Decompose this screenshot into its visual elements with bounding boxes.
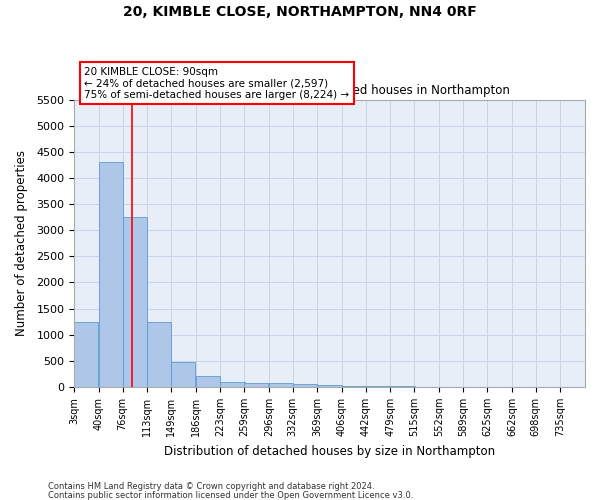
Text: 20 KIMBLE CLOSE: 90sqm
← 24% of detached houses are smaller (2,597)
75% of semi-: 20 KIMBLE CLOSE: 90sqm ← 24% of detached… bbox=[85, 66, 350, 100]
X-axis label: Distribution of detached houses by size in Northampton: Distribution of detached houses by size … bbox=[164, 444, 495, 458]
Bar bbox=[74, 322, 98, 387]
Text: Contains HM Land Registry data © Crown copyright and database right 2024.: Contains HM Land Registry data © Crown c… bbox=[48, 482, 374, 491]
Bar bbox=[342, 386, 366, 387]
Bar bbox=[293, 384, 317, 387]
Bar bbox=[317, 386, 341, 387]
Bar bbox=[196, 376, 220, 387]
Text: Contains public sector information licensed under the Open Government Licence v3: Contains public sector information licen… bbox=[48, 490, 413, 500]
Bar bbox=[244, 383, 268, 387]
Bar bbox=[220, 382, 245, 387]
Title: Size of property relative to detached houses in Northampton: Size of property relative to detached ho… bbox=[149, 84, 509, 97]
Bar bbox=[269, 384, 293, 387]
Bar bbox=[122, 217, 147, 387]
Bar bbox=[99, 162, 123, 387]
Bar bbox=[171, 362, 196, 387]
Text: 20, KIMBLE CLOSE, NORTHAMPTON, NN4 0RF: 20, KIMBLE CLOSE, NORTHAMPTON, NN4 0RF bbox=[123, 5, 477, 19]
Bar bbox=[366, 386, 390, 387]
Bar bbox=[147, 322, 172, 387]
Y-axis label: Number of detached properties: Number of detached properties bbox=[15, 150, 28, 336]
Bar bbox=[391, 386, 415, 387]
